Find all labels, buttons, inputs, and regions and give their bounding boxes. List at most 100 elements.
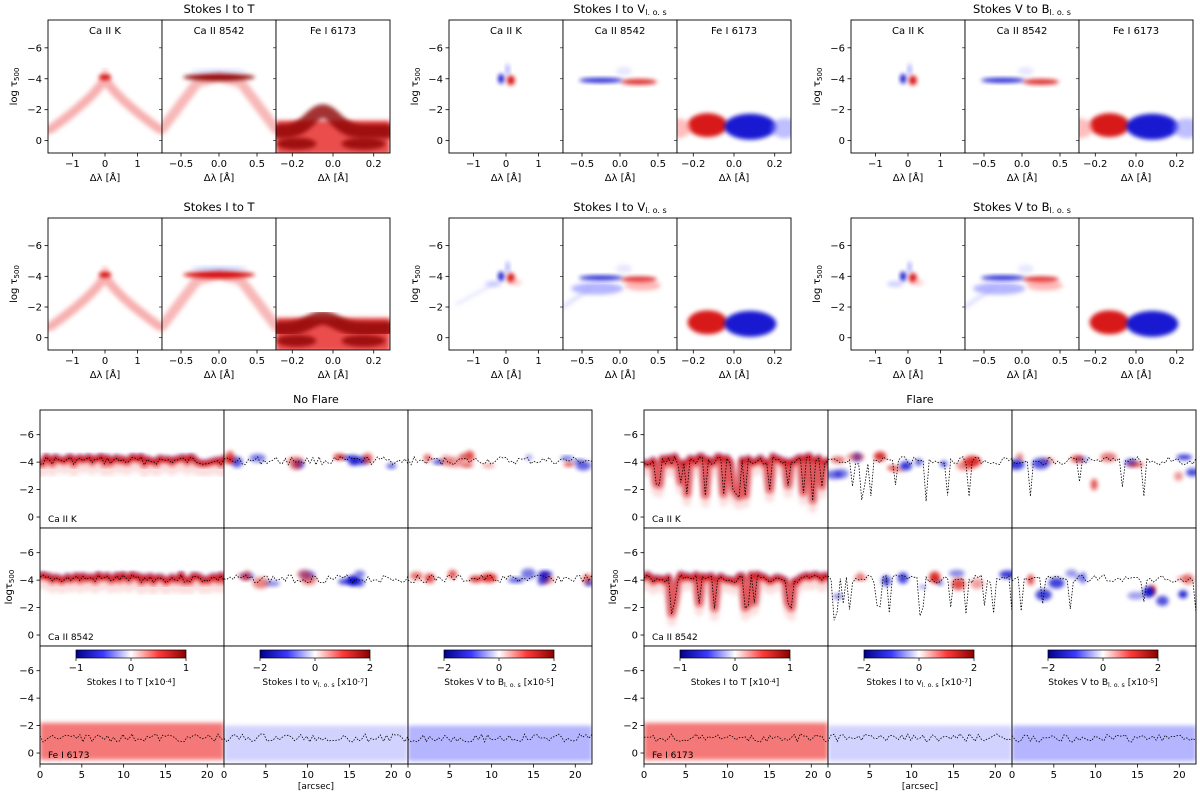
y-tick-label: −4 <box>623 458 638 469</box>
colorbar-tick-label: −1 <box>673 663 688 674</box>
response-blob <box>937 580 944 586</box>
x-tick-label: 0 <box>1009 770 1015 781</box>
rf-panel: Ca II 8542 −0.5 0.0 0.5 Δλ [Å] <box>962 19 1080 184</box>
map-panel: 0 5 10 15 20 −2 0 2 Stokes V to Bl. o. s [x10-5] <box>405 645 593 781</box>
tau-unity-contour <box>828 733 1012 743</box>
x-tick-label: −1 <box>868 159 883 170</box>
colorbar-tick-label: 0 <box>1100 663 1106 674</box>
response-blob <box>830 456 846 464</box>
response-blob <box>1032 458 1050 470</box>
x-axis-label: Δλ [Å] <box>719 171 750 184</box>
tau-unity-contour <box>40 733 224 743</box>
y-tick-label: −4 <box>428 272 443 283</box>
x-axis-label: Δλ [Å] <box>90 368 121 381</box>
response-blob <box>482 463 495 468</box>
x-tick-label: 5 <box>867 770 873 781</box>
x-axis-label: Δλ [Å] <box>204 171 235 184</box>
response-blob <box>981 77 1025 83</box>
response-blob <box>919 584 927 589</box>
x-axis-label: Δλ [Å] <box>1121 171 1152 184</box>
panel-background <box>965 20 1079 153</box>
response-blob <box>341 137 386 150</box>
x-tick-label: −1 <box>466 356 481 367</box>
response-band <box>965 286 994 309</box>
response-blob <box>677 118 691 139</box>
panel-label: Fe I 6173 <box>310 26 356 37</box>
rf-grid-2: Stokes V to Bl. o. s log τ500 Ca II K −1 0 1 Δ… <box>812 2 1194 184</box>
response-blob <box>1065 569 1078 578</box>
response-blob <box>509 279 522 286</box>
panel-background <box>851 218 965 350</box>
x-tick-label: 10 <box>117 770 130 781</box>
y-tick-label: −4 <box>428 74 443 85</box>
response-blob <box>276 334 317 347</box>
x-tick-label: 0.2 <box>1169 356 1185 367</box>
response-blob <box>191 69 247 74</box>
x-axis-label: Δλ [Å] <box>1007 368 1038 381</box>
y-tick-label: −4 <box>19 694 34 705</box>
tau-unity-contour <box>40 573 224 584</box>
colorbar-label: Stokes I to vl. o. s [x10-7] <box>866 678 971 689</box>
map-panel <box>223 527 409 647</box>
response-blob <box>907 261 912 274</box>
response-blob <box>440 455 452 467</box>
response-blob <box>505 261 510 274</box>
tau-unity-contour <box>644 455 828 501</box>
colorbar-gradient <box>75 649 187 659</box>
panel-frame <box>407 645 593 765</box>
y-tick-label: −6 <box>623 430 638 441</box>
colorbar: −2 0 2 Stokes V to Bl. o. s [x10-5] <box>1041 649 1161 689</box>
x-axis-label: Δλ [Å] <box>1121 368 1152 381</box>
x-tick-label: 20 <box>1173 770 1186 781</box>
rf-panel: −1 0 1 Δλ [Å] −6 −4 −2 0 <box>830 217 966 381</box>
x-tick-label: 0.2 <box>366 159 382 170</box>
response-blob <box>970 578 985 590</box>
y-tick-label: −4 <box>19 458 34 469</box>
y-tick-label: 0 <box>839 333 845 344</box>
colorbar-tick-label: −2 <box>437 663 452 674</box>
y-tick-label: 0 <box>28 749 34 760</box>
panel-background <box>224 410 408 528</box>
response-blob <box>1176 454 1193 461</box>
response-blob <box>507 577 525 583</box>
x-tick-label: 1 <box>535 356 541 367</box>
tau-unity-contour <box>1012 456 1196 497</box>
panel-label: Ca II K <box>89 26 121 37</box>
grid-title: Stokes V to Bl. o. s <box>973 200 1071 215</box>
panel-background <box>1012 410 1196 528</box>
response-blob <box>265 580 280 587</box>
panel-background <box>449 20 563 153</box>
colorbar-label: Stokes I to T [x10-4] <box>691 678 780 688</box>
y-tick-label: 0 <box>36 333 42 344</box>
y-axis-label: log τ500 <box>9 68 21 106</box>
response-blob <box>252 577 270 589</box>
grid-title: Flare <box>906 393 933 406</box>
y-tick-label: −4 <box>19 576 34 587</box>
x-tick-label: 15 <box>343 770 356 781</box>
x-tick-label: 1 <box>134 356 140 367</box>
response-blob <box>1077 457 1090 462</box>
x-axis-label: Δλ [Å] <box>318 368 349 381</box>
flare-grid: Flare logτ500 Ca II K −6 −4 −2 0 Ca II 8542 −6 −4… <box>608 393 1197 792</box>
response-blob <box>881 575 891 587</box>
response-band <box>40 460 224 478</box>
y-tick-label: 0 <box>632 513 638 524</box>
colorbar-tick-label: 2 <box>1155 663 1161 674</box>
response-blob <box>1126 113 1179 140</box>
response-blob <box>832 593 843 600</box>
x-axis-label: Δλ [Å] <box>1007 171 1038 184</box>
response-blob <box>915 458 923 466</box>
x-tick-label: −0.2 <box>681 356 705 367</box>
response-blob <box>579 275 623 281</box>
row-label: Ca II K <box>48 515 78 525</box>
tau-unity-contour <box>40 456 224 466</box>
map-panel <box>407 409 593 529</box>
response-blob <box>410 571 423 580</box>
colorbar-gradient <box>443 649 555 659</box>
colorbar: −2 0 2 Stokes V to Bl. o. s [x10-5] <box>437 649 557 689</box>
response-blob <box>770 118 791 139</box>
response-blob <box>1079 118 1093 139</box>
colorbar-tick-label: −1 <box>69 663 84 674</box>
temperature-response-band <box>276 310 390 336</box>
response-blob <box>1126 310 1179 337</box>
